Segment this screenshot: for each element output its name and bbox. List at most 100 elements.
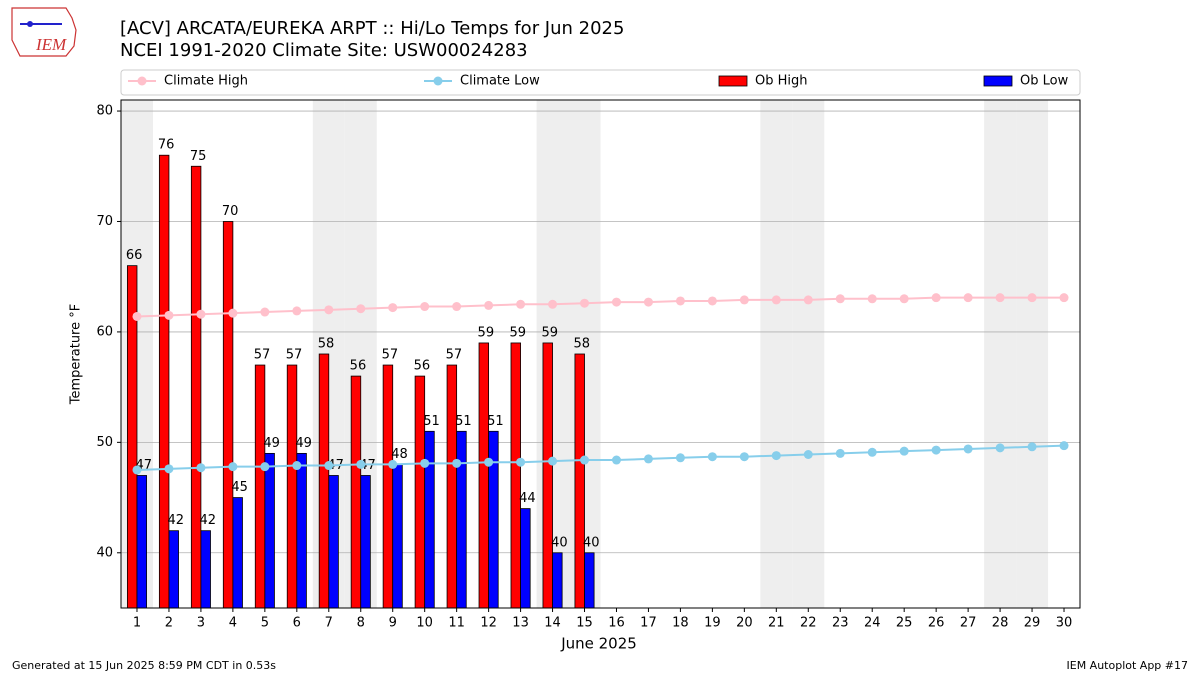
series-marker	[484, 300, 494, 310]
value-label: 44	[519, 491, 536, 506]
y-axis-label: Temperature °F	[69, 304, 84, 405]
series-marker	[196, 463, 206, 473]
series-marker	[931, 445, 941, 455]
series-marker	[292, 306, 302, 316]
bar	[360, 475, 371, 609]
series-marker	[931, 293, 941, 303]
series-marker	[228, 462, 238, 472]
bar	[552, 552, 563, 609]
series-marker	[548, 299, 558, 309]
series-marker	[803, 295, 813, 305]
logo-text: IEM	[35, 35, 67, 54]
series-marker	[643, 297, 653, 307]
footer-right: IEM Autoplot App #17	[1067, 659, 1189, 672]
x-tick-label: 4	[229, 616, 237, 631]
series-marker	[420, 302, 430, 312]
bar	[296, 452, 307, 609]
bar	[488, 430, 499, 609]
value-label: 56	[414, 359, 431, 374]
y-tick-label: 40	[96, 545, 113, 560]
value-label: 59	[510, 325, 527, 340]
bar	[264, 452, 275, 609]
weekend-shade	[984, 100, 1017, 608]
x-tick-label: 12	[480, 616, 497, 631]
bar	[158, 154, 170, 609]
series-marker	[452, 458, 462, 468]
series-marker	[675, 453, 685, 463]
series-marker	[675, 296, 685, 306]
series-marker	[580, 455, 590, 465]
weekend-shade	[792, 100, 825, 608]
plot-frame	[120, 99, 1081, 609]
y-tick-label: 70	[96, 214, 113, 229]
series-marker	[516, 457, 526, 467]
x-tick-label: 30	[1056, 616, 1073, 631]
bar	[200, 530, 211, 609]
series-marker	[963, 293, 973, 303]
x-tick-label: 17	[640, 616, 657, 631]
x-tick-label: 14	[544, 616, 561, 631]
bar	[520, 508, 531, 609]
series-marker	[1027, 442, 1037, 452]
x-tick-label: 8	[357, 616, 365, 631]
x-tick-label: 7	[325, 616, 333, 631]
x-tick-label: 22	[800, 616, 817, 631]
value-label: 40	[583, 535, 600, 550]
bar	[286, 364, 298, 609]
value-label: 70	[222, 204, 239, 219]
x-tick-label: 6	[293, 616, 301, 631]
legend-label: Climate High	[164, 74, 248, 89]
bar	[414, 375, 426, 609]
bar	[232, 497, 243, 609]
x-tick-label: 21	[768, 616, 785, 631]
series-line	[136, 444, 1065, 471]
value-label: 58	[573, 337, 590, 352]
series-marker	[611, 297, 621, 307]
weekend-shade	[760, 100, 793, 608]
value-label: 59	[478, 325, 495, 340]
x-tick-label: 11	[448, 616, 465, 631]
logo: IEM	[11, 7, 77, 57]
legend-box	[120, 69, 1081, 96]
bar	[574, 353, 585, 609]
series-marker	[388, 459, 398, 469]
value-label: 51	[487, 414, 504, 429]
bar	[446, 364, 458, 609]
bar	[392, 464, 403, 609]
value-label: 51	[455, 414, 472, 429]
legend-marker	[433, 76, 443, 86]
x-tick-label: 1	[133, 616, 141, 631]
series-marker	[388, 303, 398, 313]
series-marker	[260, 462, 270, 472]
x-tick-label: 19	[704, 616, 721, 631]
series-marker	[995, 293, 1005, 303]
value-label: 40	[551, 535, 568, 550]
series-marker	[835, 294, 845, 304]
value-label: 58	[318, 337, 335, 352]
series-marker	[452, 302, 462, 312]
series-marker	[963, 444, 973, 454]
series-marker	[867, 447, 877, 457]
series-marker	[1059, 441, 1069, 451]
x-tick-label: 5	[261, 616, 269, 631]
x-axis-label: June 2025	[560, 635, 637, 653]
bar	[542, 342, 553, 609]
value-label: 56	[350, 359, 367, 374]
x-tick-label: 27	[960, 616, 977, 631]
x-tick-label: 9	[389, 616, 397, 631]
bar	[328, 475, 339, 609]
x-tick-label: 20	[736, 616, 753, 631]
series-marker	[580, 298, 590, 308]
series-marker	[803, 449, 813, 459]
series-marker	[739, 452, 749, 462]
series-marker	[899, 446, 909, 456]
series-marker	[164, 310, 174, 320]
x-tick-label: 26	[928, 616, 945, 631]
bar	[136, 475, 147, 609]
series-marker	[484, 457, 494, 467]
series-marker	[771, 451, 781, 461]
x-tick-label: 29	[1024, 616, 1041, 631]
series-marker	[835, 448, 845, 458]
series-marker	[1059, 293, 1069, 303]
